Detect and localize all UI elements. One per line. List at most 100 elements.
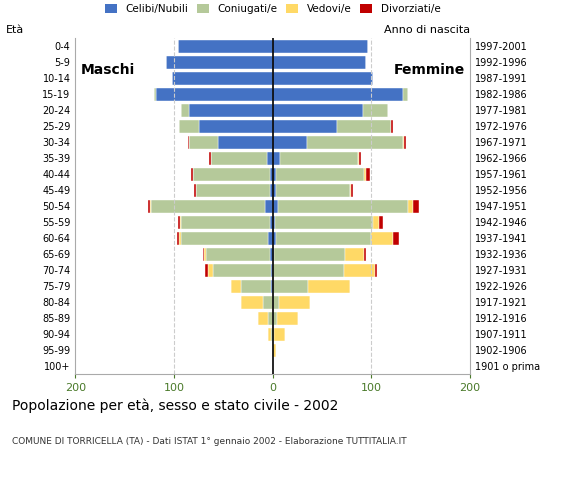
Text: Maschi: Maschi (80, 63, 135, 77)
Bar (274, 328, 285, 341)
Bar (264, 200, 273, 213)
Bar (273, 120, 337, 132)
Bar (178, 216, 180, 228)
Bar (276, 168, 364, 180)
Bar (412, 200, 419, 213)
Bar (181, 232, 268, 245)
Bar (270, 248, 273, 261)
Bar (194, 184, 195, 197)
Bar (205, 264, 208, 276)
Bar (363, 104, 388, 117)
Bar (273, 216, 274, 228)
Bar (273, 72, 373, 84)
Bar (308, 280, 350, 293)
Bar (156, 88, 273, 101)
Bar (202, 248, 204, 261)
Bar (350, 184, 351, 197)
Bar (193, 168, 270, 180)
Text: Età: Età (6, 25, 24, 35)
Bar (154, 88, 156, 101)
Bar (375, 264, 377, 276)
Bar (360, 152, 361, 165)
Bar (273, 248, 274, 261)
Bar (180, 216, 181, 228)
Bar (271, 280, 273, 293)
Text: Popolazione per età, sesso e stato civile - 2002: Popolazione per età, sesso e stato civil… (12, 398, 338, 413)
Bar (179, 232, 181, 245)
Bar (404, 136, 406, 149)
Bar (273, 232, 275, 245)
Bar (268, 232, 273, 245)
Bar (268, 312, 273, 324)
Bar (178, 40, 273, 53)
Bar (205, 248, 270, 261)
Bar (273, 40, 368, 53)
Bar (189, 136, 219, 149)
Bar (263, 296, 273, 309)
Bar (358, 152, 360, 165)
Bar (391, 120, 393, 132)
Bar (274, 216, 373, 228)
Bar (393, 232, 399, 245)
Bar (408, 200, 412, 213)
Bar (273, 152, 280, 165)
Bar (181, 104, 189, 117)
Bar (179, 120, 198, 132)
Bar (181, 216, 270, 228)
Bar (274, 248, 345, 261)
Bar (208, 264, 213, 276)
Bar (231, 280, 241, 293)
Bar (151, 200, 264, 213)
Bar (364, 248, 367, 261)
Bar (268, 328, 271, 341)
Bar (271, 328, 273, 341)
Bar (273, 200, 278, 213)
Bar (273, 312, 277, 324)
Bar (212, 152, 267, 165)
Text: Anno di nascita: Anno di nascita (384, 25, 470, 35)
Bar (270, 184, 273, 197)
Bar (273, 184, 275, 197)
Bar (280, 152, 358, 165)
Bar (276, 232, 371, 245)
Bar (267, 152, 273, 165)
Bar (343, 264, 375, 276)
Bar (273, 136, 307, 149)
Bar (150, 200, 151, 213)
Bar (209, 152, 212, 165)
Bar (278, 200, 408, 213)
Bar (188, 136, 189, 149)
Bar (271, 264, 273, 276)
Text: Femmine: Femmine (394, 63, 465, 77)
Bar (273, 88, 403, 101)
Text: COMUNE DI TORRICELLA (TA) - Dati ISTAT 1° gennaio 2002 - Elaborazione TUTTITALIA: COMUNE DI TORRICELLA (TA) - Dati ISTAT 1… (12, 437, 406, 446)
Bar (191, 168, 193, 180)
Bar (273, 56, 367, 69)
Bar (195, 184, 270, 197)
Bar (351, 184, 353, 197)
Bar (213, 264, 271, 276)
Bar (278, 296, 310, 309)
Bar (273, 264, 343, 276)
Bar (337, 120, 391, 132)
Bar (273, 344, 275, 357)
Bar (148, 200, 150, 213)
Bar (373, 216, 379, 228)
Bar (345, 248, 364, 261)
Bar (219, 136, 273, 149)
Bar (241, 280, 271, 293)
Bar (177, 232, 179, 245)
Bar (172, 72, 273, 84)
Bar (307, 136, 403, 149)
Bar (270, 216, 273, 228)
Bar (273, 280, 308, 293)
Bar (273, 328, 274, 341)
Bar (276, 184, 350, 197)
Bar (270, 168, 273, 180)
Bar (364, 168, 367, 180)
Bar (273, 296, 278, 309)
Bar (258, 312, 268, 324)
Bar (166, 56, 273, 69)
Bar (367, 168, 370, 180)
Bar (371, 232, 393, 245)
